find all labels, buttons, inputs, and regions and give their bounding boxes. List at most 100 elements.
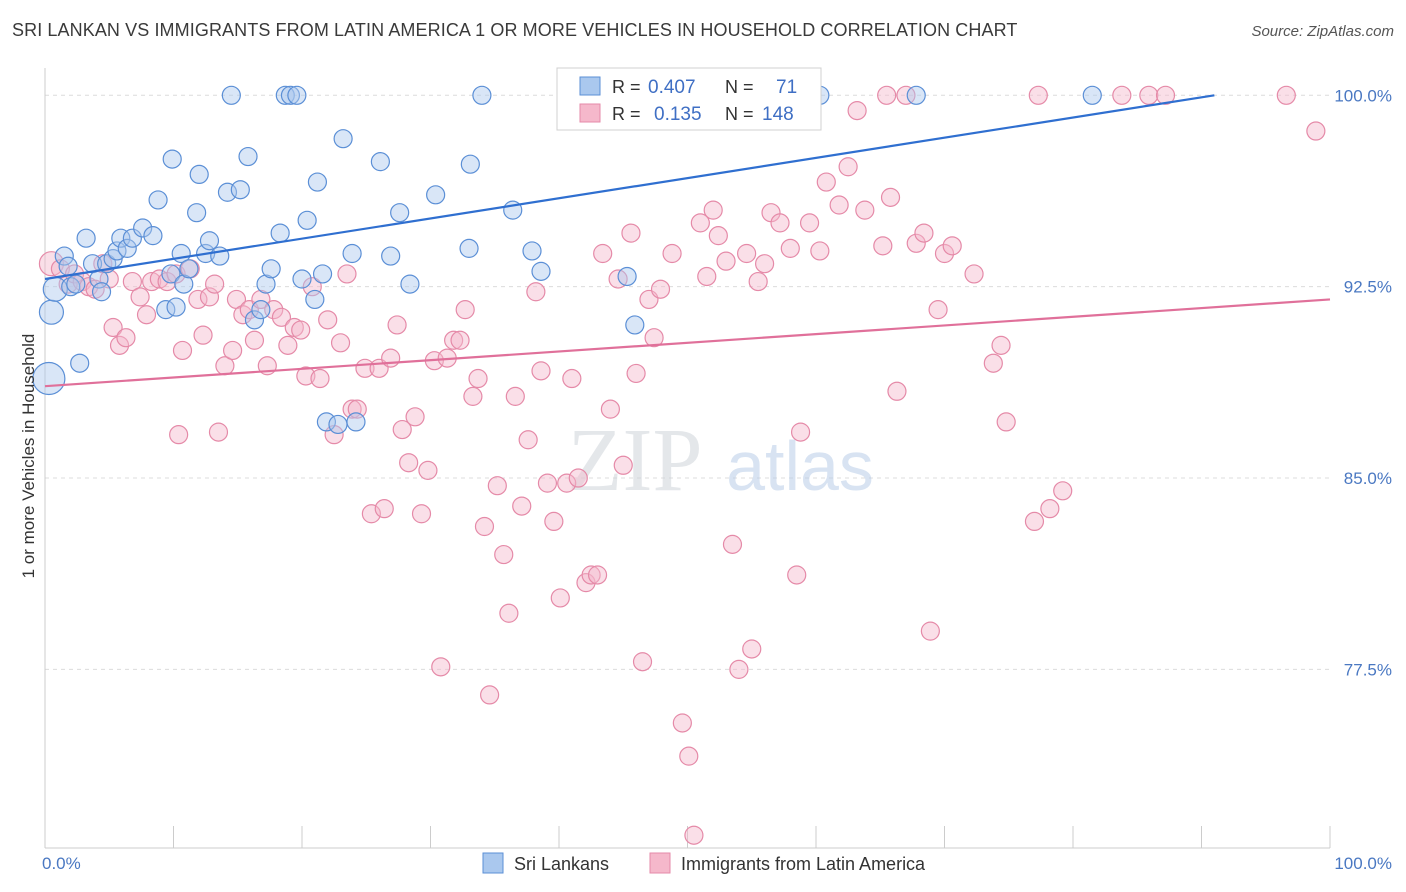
- sri-lankans-point-57: [390, 203, 410, 223]
- latin-america-point-125: [880, 187, 901, 207]
- latin-america-point-13: [130, 287, 150, 307]
- latin-america-point-54: [387, 315, 407, 335]
- latin-america-point-66: [463, 386, 483, 406]
- latin-america-point-129: [914, 223, 934, 243]
- sri-lankans-point-53: [342, 243, 362, 264]
- latin-america-point-127: [896, 85, 916, 105]
- latin-america-point-134: [964, 264, 984, 284]
- latin-america-point-121: [838, 157, 858, 177]
- latin-america-point-28: [223, 340, 243, 361]
- sri-lankans-point-37: [244, 310, 265, 330]
- sri-lankans-point-56: [381, 246, 401, 266]
- sri-lankans-point-64: [522, 241, 542, 261]
- latin-america-point-85: [581, 565, 601, 585]
- sri-lankans-point-27: [179, 259, 199, 279]
- legend-n-label-2: N =: [725, 104, 754, 124]
- latin-america-point-130: [920, 621, 940, 641]
- latin-america-point-146: [1306, 121, 1326, 141]
- sri-lankans-point-15: [111, 228, 131, 248]
- latin-america-point-110: [748, 271, 768, 292]
- latin-america-point-50: [361, 504, 381, 524]
- x-tick-label-0: 0.0%: [42, 854, 81, 873]
- sri-lankans-point-50: [316, 412, 337, 432]
- latin-america-point-81: [557, 473, 577, 493]
- chart-title: SRI LANKAN VS IMMIGRANTS FROM LATIN AMER…: [12, 20, 1018, 40]
- sri-lankans-point-28: [187, 203, 207, 223]
- latin-america-point-95: [644, 328, 664, 348]
- latin-america-point-142: [1112, 85, 1132, 105]
- sri-lankans-point-34: [221, 85, 241, 105]
- latin-america-point-36: [271, 307, 292, 327]
- sri-lankans-trendline: [44, 94, 1215, 281]
- latin-america-point-107: [729, 659, 749, 679]
- sri-lankans-point-18: [133, 218, 153, 238]
- sri-lankans-point-62: [472, 85, 492, 105]
- sri-lankans-point-6: [66, 274, 86, 294]
- sri-lankans-point-42: [275, 85, 295, 105]
- latin-america-trendline: [44, 298, 1331, 388]
- sri-lankans-point-69: [1082, 85, 1102, 105]
- sri-lankans-point-17: [122, 228, 142, 248]
- sri-lankans-point-8: [76, 228, 96, 248]
- sri-lankans-point-58: [400, 274, 420, 294]
- latin-america-point-56: [399, 453, 419, 473]
- sri-lankans-point-39: [256, 274, 276, 294]
- latin-america-point-30: [233, 305, 253, 325]
- sri-lankans-point-24: [166, 297, 186, 317]
- latin-america-point-46: [337, 264, 357, 284]
- legend-swatch-pink: [579, 103, 601, 123]
- latin-america-point-139: [1040, 499, 1060, 519]
- latin-america-point-124: [873, 236, 893, 256]
- legend-n-value-1: 71: [776, 77, 797, 98]
- latin-america-point-104: [708, 226, 728, 246]
- latin-america-point-57: [405, 407, 425, 427]
- latin-america-point-116: [790, 422, 811, 442]
- sri-lankans-point-0: [32, 361, 66, 396]
- latin-america-point-96: [650, 279, 671, 299]
- latin-america-point-58: [411, 504, 432, 524]
- latin-america-point-26: [208, 422, 229, 442]
- sri-lankans-point-26: [174, 274, 194, 294]
- latin-america-point-141: [1028, 85, 1048, 105]
- latin-america-point-43: [318, 310, 338, 330]
- latin-america-point-109: [742, 639, 762, 659]
- series-latin-america-points: [38, 85, 1326, 845]
- sri-lankans-point-22: [161, 264, 181, 284]
- sri-lankans-point-4: [58, 256, 78, 276]
- latin-america-point-131: [928, 300, 948, 320]
- latin-america-point-133: [942, 236, 962, 256]
- sri-lankans-point-65: [531, 261, 551, 281]
- watermark-atlas: atlas: [726, 427, 874, 505]
- sri-lankans-point-49: [312, 264, 333, 284]
- sri-lankans-point-35: [230, 180, 250, 200]
- latin-america-point-32: [244, 330, 265, 350]
- latin-america-point-147: [877, 85, 897, 105]
- latin-america-point-137: [996, 412, 1016, 432]
- sri-lankans-point-29: [189, 164, 209, 185]
- latin-america-point-99: [679, 746, 699, 766]
- legend-n-value-2: 148: [762, 104, 794, 125]
- latin-america-point-105: [716, 251, 736, 271]
- y-tick-labels: 100.0% 92.5% 85.0% 77.5%: [1334, 86, 1392, 679]
- sri-lankans-point-40: [261, 259, 281, 279]
- latin-america-point-33: [251, 289, 271, 310]
- latin-america-point-70: [487, 476, 507, 496]
- latin-america-point-40: [296, 366, 316, 386]
- axes: [44, 68, 1331, 849]
- trendlines: [44, 94, 1331, 388]
- latin-america-point-143: [1139, 85, 1159, 105]
- latin-america-point-64: [450, 330, 470, 350]
- y-tick-label-2: 85.0%: [1344, 469, 1392, 488]
- legend-n-label-1: N =: [725, 77, 754, 97]
- latin-america-point-76: [526, 282, 546, 302]
- latin-america-point-67: [468, 368, 488, 389]
- legend-r-label-2: R =: [612, 104, 641, 124]
- sri-lankans-point-36: [238, 146, 258, 167]
- sri-lankans-point-44: [287, 85, 307, 105]
- x-tick-labels: 0.0% 100.0%: [42, 854, 1392, 873]
- sri-lankans-point-52: [333, 129, 353, 149]
- latin-america-point-100: [684, 825, 704, 845]
- latin-america-point-37: [278, 335, 298, 355]
- latin-america-point-135: [983, 353, 1003, 373]
